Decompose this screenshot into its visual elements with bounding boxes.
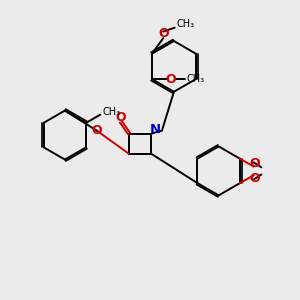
Text: O: O [165, 73, 176, 85]
Text: O: O [115, 111, 126, 124]
Text: CH₃: CH₃ [103, 107, 121, 117]
Text: O: O [91, 124, 102, 137]
Text: O: O [158, 28, 169, 40]
Text: N: N [150, 124, 161, 136]
Text: O: O [249, 172, 260, 185]
Text: O: O [249, 157, 260, 170]
Text: CH₃: CH₃ [176, 19, 194, 29]
Text: CH₃: CH₃ [186, 74, 204, 84]
